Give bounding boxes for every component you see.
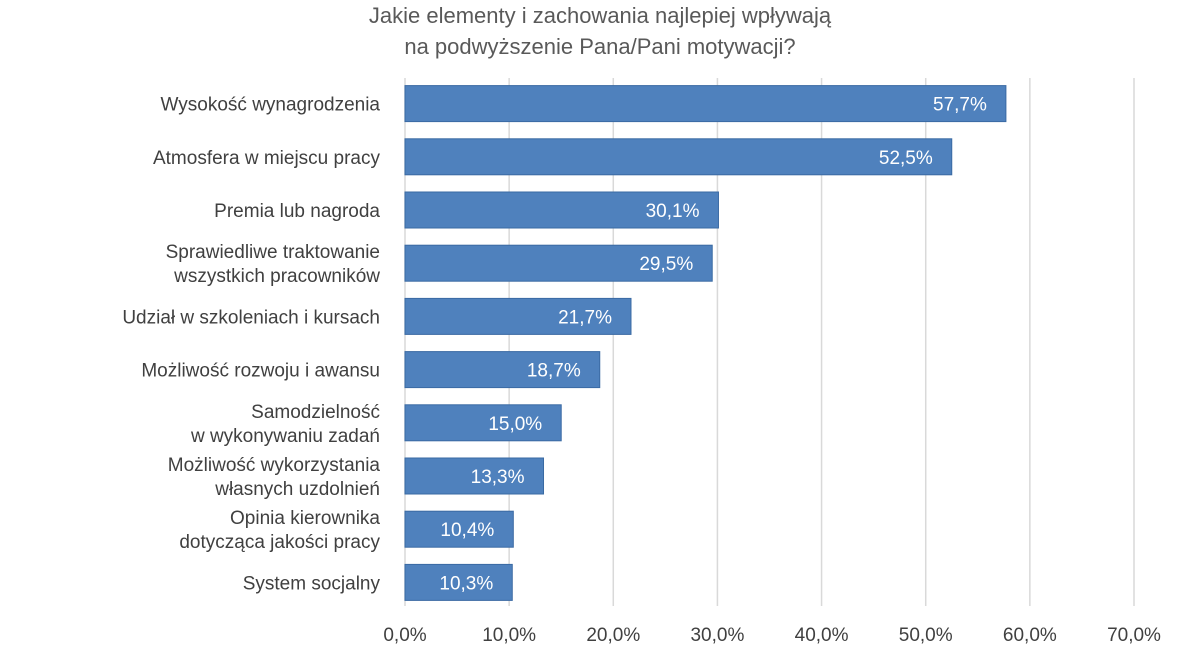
category-label: Samodzielność bbox=[251, 402, 380, 423]
data-label: 13,3% bbox=[471, 467, 525, 488]
data-label: 18,7% bbox=[527, 361, 581, 382]
bar bbox=[404, 457, 545, 495]
data-label: 57,7% bbox=[933, 95, 987, 116]
x-tick-label: 10,0% bbox=[482, 625, 536, 646]
data-label: 21,7% bbox=[558, 307, 612, 328]
x-tick-label: 30,0% bbox=[690, 625, 744, 646]
x-tick-label: 50,0% bbox=[899, 625, 953, 646]
data-label: 29,5% bbox=[639, 254, 693, 275]
category-label: System socjalny bbox=[243, 573, 381, 594]
data-label: 30,1% bbox=[646, 201, 700, 222]
bar bbox=[404, 510, 514, 548]
bar bbox=[404, 404, 562, 442]
category-label: dotycząca jakości pracy bbox=[179, 532, 380, 553]
category-label: Opinia kierownika bbox=[230, 508, 380, 529]
x-axis-tick-labels: 0,0% 10,0% 20,0% 30,0% 40,0% 50,0% 60,0% 70,0% bbox=[383, 625, 1161, 646]
bar bbox=[404, 244, 713, 282]
data-label: 52,5% bbox=[879, 148, 933, 169]
category-label: Atmosfera w miejscu pracy bbox=[153, 148, 381, 169]
bar bbox=[404, 563, 513, 601]
bar bbox=[404, 138, 953, 176]
chart-title: Jakie elementy i zachowania najlepiej wp… bbox=[0, 0, 1200, 62]
category-label: Możliwość wykorzystania bbox=[168, 455, 381, 476]
x-tick-label: 40,0% bbox=[795, 625, 849, 646]
category-label: Możliwość rozwoju i awansu bbox=[141, 361, 380, 382]
category-label: Sprawiedliwe traktowanie bbox=[166, 242, 380, 263]
chart-title-line-2: na podwyższenie Pana/Pani motywacji? bbox=[404, 34, 796, 59]
x-tick-label: 70,0% bbox=[1107, 625, 1161, 646]
category-label: Udział w szkoleniach i kursach bbox=[122, 307, 380, 328]
category-label: wszystkich pracowników bbox=[173, 266, 380, 287]
x-tick-label: 20,0% bbox=[586, 625, 640, 646]
category-labels: Wysokość wynagrodzenia Atmosfera w miejsc… bbox=[122, 95, 380, 595]
bar bbox=[404, 191, 719, 229]
data-labels: 57,7% 52,5% 30,1% 29,5% 21,7% 18,7% 15,0% 13,3%… bbox=[439, 95, 987, 595]
category-label: własnych uzdolnień bbox=[214, 479, 380, 500]
bar bbox=[404, 297, 632, 335]
category-label: w wykonywaniu zadań bbox=[190, 426, 380, 447]
category-label: Premia lub nagroda bbox=[214, 201, 380, 222]
bar bbox=[404, 85, 1007, 123]
chart-title-line-1: Jakie elementy i zachowania najlepiej wp… bbox=[368, 3, 832, 28]
category-label: Wysokość wynagrodzenia bbox=[161, 95, 381, 116]
data-label: 10,4% bbox=[440, 520, 494, 541]
data-label: 15,0% bbox=[488, 414, 542, 435]
bar bbox=[404, 351, 601, 389]
x-tick-label: 0,0% bbox=[383, 625, 426, 646]
bars bbox=[404, 85, 1007, 601]
x-tick-label: 60,0% bbox=[1003, 625, 1057, 646]
data-label: 10,3% bbox=[439, 573, 493, 594]
